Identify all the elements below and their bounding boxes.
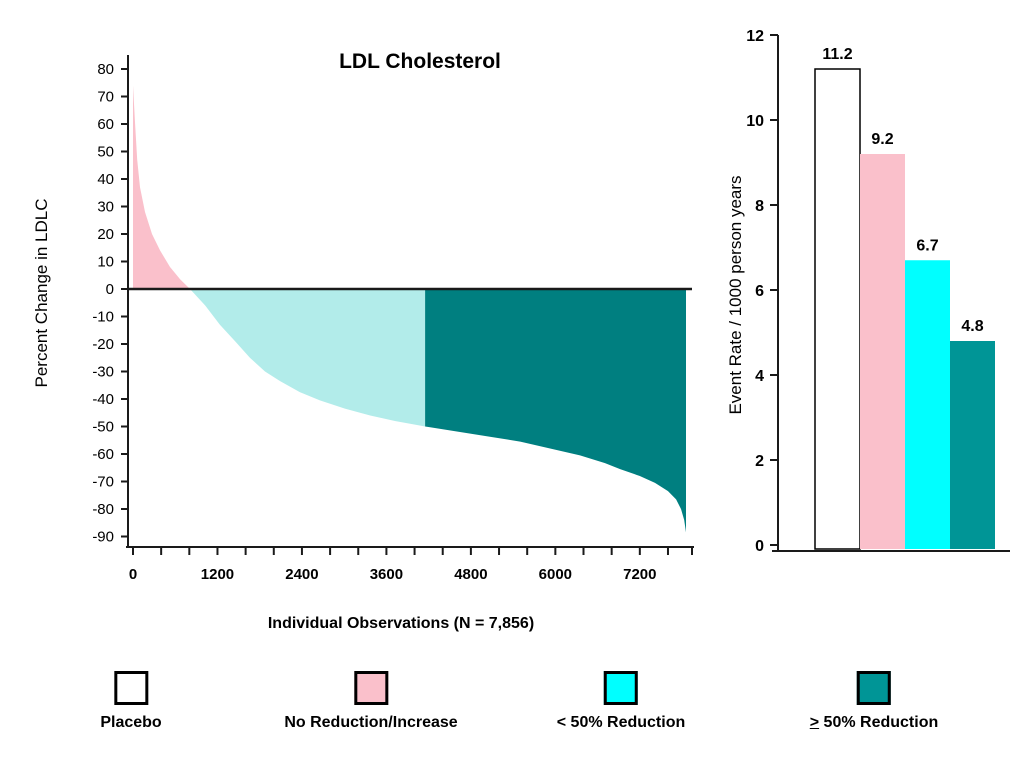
legend-label-no-reduction: No Reduction/Increase — [284, 714, 458, 731]
bar-y-tick-label: 2 — [755, 453, 764, 470]
gte-glyph: > — [809, 714, 820, 731]
legend-label-lt50: < 50% Reduction — [556, 714, 686, 731]
bar-value-label: 4.8 — [961, 318, 983, 335]
legend-item-lt50: < 50% Reduction — [557, 671, 685, 732]
bar-y-tick-label: 0 — [755, 538, 764, 555]
waterfall-chart: 80 70 60 50 40 30 20 10 0 -10 -20 -30 -40 -50 -60 -70 -8… — [92, 55, 694, 583]
y-tick-label: -40 — [92, 391, 114, 408]
waterfall-segment-2 — [425, 289, 686, 533]
event-rate-chart: 0 2 4 6 8 10 12 11.2 9.2 6.7 4.8 — [746, 28, 1010, 555]
bar-1 — [860, 154, 905, 549]
x-tick-label: 0 — [129, 566, 137, 583]
charts-canvas: 80706050403020100-10-20-30-40-50-60-70-8… — [32, 28, 1010, 632]
bar-value-label: 6.7 — [916, 237, 938, 254]
waterfall-segment-0 — [133, 85, 190, 289]
bar-y-tick-label: 6 — [755, 283, 764, 300]
bar-y-tick-label: 10 — [746, 113, 764, 130]
y-tick-label: 60 — [97, 116, 114, 133]
legend-swatch-no-reduction — [354, 671, 388, 705]
legend-item-no-reduction: No Reduction/Increase — [284, 671, 458, 732]
bar-y-tick-label: 4 — [755, 368, 764, 385]
bar-y-tick-label: 8 — [755, 198, 764, 215]
bar-value-label: 9.2 — [871, 131, 893, 148]
y-tick-label: 10 — [97, 254, 114, 271]
y-tick-label: -60 — [92, 446, 114, 463]
legend-swatch-placebo — [113, 671, 148, 705]
bar-0 — [814, 68, 861, 550]
waterfall-ylabel: Percent Change in LDLC — [32, 198, 51, 387]
waterfall-segment-1 — [190, 289, 426, 427]
bar-y-tick-label: 12 — [746, 28, 764, 45]
bar-3 — [950, 341, 995, 549]
legend-swatch-lt50 — [603, 671, 638, 705]
y-tick-label: 30 — [97, 199, 114, 216]
x-tick-label: 2400 — [285, 566, 318, 583]
y-tick-label: 20 — [97, 226, 114, 243]
y-tick-label: -10 — [92, 309, 114, 326]
waterfall-title: LDL Cholesterol — [339, 50, 501, 73]
bar-value-label: 11.2 — [822, 46, 852, 63]
bar-2 — [905, 260, 950, 549]
y-tick-label: -70 — [92, 474, 114, 491]
legend-swatch-gte50 — [856, 671, 891, 705]
legend-label-placebo: Placebo — [100, 714, 162, 731]
legend-item-gte50: > 50% Reduction — [810, 671, 938, 732]
x-tick-label: 1200 — [201, 566, 234, 583]
y-tick-label: -20 — [92, 336, 114, 353]
legend-item-placebo: Placebo — [100, 671, 162, 732]
bar-ylabel: Event Rate / 1000 person years — [726, 175, 745, 414]
y-tick-label: 70 — [97, 89, 114, 106]
y-tick-label: 40 — [97, 171, 114, 188]
y-tick-label: 0 — [106, 281, 114, 298]
x-tick-label: 3600 — [370, 566, 403, 583]
x-tick-label: 6000 — [539, 566, 572, 583]
y-tick-label: -90 — [92, 529, 114, 546]
waterfall-xlabel: Individual Observations (N = 7,856) — [268, 615, 534, 632]
y-tick-label: 50 — [97, 144, 114, 161]
y-tick-label: -30 — [92, 364, 114, 381]
y-tick-label: 80 — [97, 61, 114, 78]
y-tick-label: -50 — [92, 419, 114, 436]
x-tick-label: 7200 — [623, 566, 656, 583]
legend-label-gte50: > 50% Reduction — [809, 714, 939, 731]
y-tick-label: -80 — [92, 501, 114, 518]
x-tick-label: 4800 — [454, 566, 487, 583]
